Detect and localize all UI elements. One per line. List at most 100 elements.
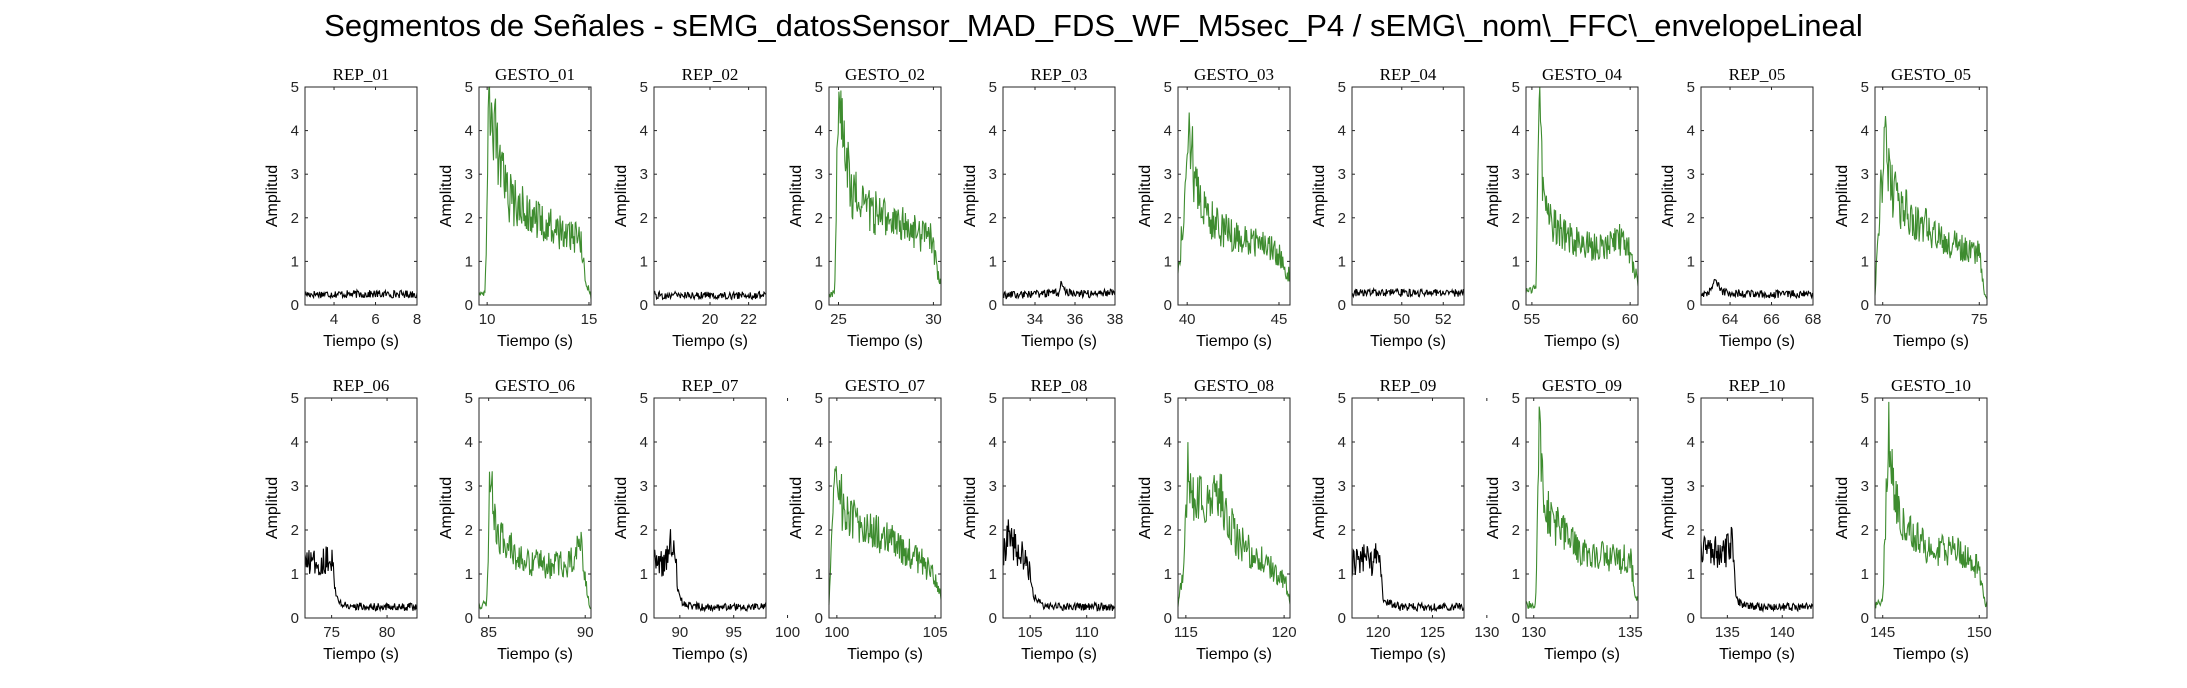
y-tick-label: 2 [815, 522, 823, 539]
axes-box [1351, 86, 1465, 306]
x-axis-label: Tiempo (s) [1021, 646, 1097, 663]
y-tick-label: 4 [989, 434, 997, 451]
y-tick-label: 2 [1164, 210, 1172, 227]
signal-trace-rep [1351, 286, 1465, 299]
y-axis-label: Amplitud [1485, 165, 1502, 227]
signal-trace-rep [304, 546, 418, 613]
signal-trace-rep [1002, 519, 1116, 612]
figure-title: Segmentos de Señales - sEMG_datosSensor_… [324, 8, 1863, 43]
y-tick-label: 2 [465, 522, 473, 539]
y-tick-label: 3 [640, 166, 648, 183]
y-tick-label: 5 [1512, 79, 1520, 96]
x-tick-label: 90 [577, 624, 594, 641]
y-tick-label: 0 [1687, 297, 1695, 314]
y-tick-label: 3 [1861, 166, 1869, 183]
y-tick-label: 3 [1338, 478, 1346, 495]
x-tick-label: 30 [925, 311, 942, 328]
y-tick-label: 1 [1164, 253, 1172, 270]
subplot-rep-01: 0 1 2 3 4 5 4 6 8 REP_01 Tiempo (s) Amplitud [264, 65, 421, 350]
y-tick-label: 3 [1687, 478, 1695, 495]
y-tick-label: 2 [465, 210, 473, 227]
x-axis-label: Tiempo (s) [1370, 333, 1446, 350]
axes-box [1177, 397, 1291, 619]
y-tick-label: 2 [1164, 522, 1172, 539]
y-tick-label: 1 [1338, 566, 1346, 583]
y-tick-label: 1 [1861, 566, 1869, 583]
y-tick-label: 0 [1861, 610, 1869, 627]
x-tick-label: 85 [480, 624, 497, 641]
x-axis-label: Tiempo (s) [1370, 646, 1446, 663]
y-tick-label: 0 [815, 610, 823, 627]
y-tick-label: 3 [1512, 166, 1520, 183]
subplot-rep-06: 0 1 2 3 4 5 75 80 REP_06 Tiempo (s) Amplitud [264, 376, 418, 663]
y-tick-label: 3 [1338, 166, 1346, 183]
y-tick-label: 3 [989, 166, 997, 183]
y-tick-label: 3 [1861, 478, 1869, 495]
x-tick-label: 22 [740, 311, 757, 328]
y-tick-label: 0 [1512, 297, 1520, 314]
subplot-gesto-07: 0 1 2 3 4 5 100 105 GESTO_07 Tiempo (s) Amplitud [788, 376, 948, 663]
y-tick-label: 0 [1338, 297, 1346, 314]
x-tick-label: 20 [702, 311, 719, 328]
y-tick-label: 2 [640, 522, 648, 539]
x-tick-label: 150 [1967, 624, 1992, 641]
y-tick-label: 2 [815, 210, 823, 227]
y-axis-label: Amplitud [613, 165, 630, 227]
subplot-title: REP_04 [1380, 65, 1437, 84]
y-tick-label: 4 [1861, 123, 1869, 140]
x-tick-label: 145 [1870, 624, 1895, 641]
y-tick-label: 3 [465, 478, 473, 495]
y-tick-label: 2 [1338, 210, 1346, 227]
y-tick-label: 1 [465, 253, 473, 270]
y-tick-label: 5 [1338, 79, 1346, 96]
subplot-title: REP_01 [333, 65, 390, 84]
x-tick-label: 40 [1179, 311, 1196, 328]
y-tick-label: 2 [1687, 522, 1695, 539]
x-axis-label: Tiempo (s) [847, 333, 923, 350]
y-tick-label: 0 [1338, 610, 1346, 627]
signal-trace-rep [304, 288, 418, 300]
y-tick-label: 5 [1861, 390, 1869, 407]
axes-box [1874, 86, 1988, 306]
signal-trace-gesto [478, 471, 592, 610]
y-tick-label: 4 [640, 434, 648, 451]
subplot-rep-10: 0 1 2 3 4 5 135 140 REP_10 Tiempo (s) Amplitud [1660, 376, 1814, 663]
y-tick-label: 2 [1512, 210, 1520, 227]
axes-box [653, 397, 767, 619]
y-axis-label: Amplitud [962, 165, 979, 227]
y-tick-label: 4 [815, 434, 823, 451]
x-tick-label: 25 [830, 311, 847, 328]
y-tick-label: 1 [989, 566, 997, 583]
y-tick-label: 3 [1164, 166, 1172, 183]
x-axis-label: Tiempo (s) [323, 646, 399, 663]
y-tick-label: 1 [291, 253, 299, 270]
y-tick-label: 3 [291, 166, 299, 183]
subplot-title: REP_05 [1729, 65, 1786, 84]
y-tick-label: 2 [989, 522, 997, 539]
y-tick-label: 1 [1338, 253, 1346, 270]
x-tick-label: 52 [1435, 311, 1452, 328]
y-axis-label: Amplitud [1485, 477, 1502, 539]
subplot-title: GESTO_03 [1194, 65, 1274, 84]
y-tick-label: 4 [1512, 434, 1520, 451]
y-tick-label: 1 [291, 566, 299, 583]
x-tick-label: 135 [1618, 624, 1643, 641]
y-tick-label: 0 [1164, 297, 1172, 314]
subplot-gesto-10: 0 1 2 3 4 5 145 150 GESTO_10 Tiempo (s) Amplitud [1834, 376, 1992, 663]
x-tick-label: 4 [330, 311, 338, 328]
x-tick-label: 105 [923, 624, 948, 641]
subplot-title: GESTO_05 [1891, 65, 1971, 84]
x-tick-label: 55 [1524, 311, 1541, 328]
x-tick-label: 125 [1420, 624, 1445, 641]
y-axis-label: Amplitud [438, 165, 455, 227]
y-tick-label: 1 [1687, 566, 1695, 583]
y-tick-label: 5 [291, 390, 299, 407]
y-tick-label: 1 [1512, 253, 1520, 270]
y-tick-label: 4 [1338, 434, 1346, 451]
x-axis-label: Tiempo (s) [1893, 646, 1969, 663]
y-tick-label: 0 [640, 297, 648, 314]
axes-box [478, 86, 592, 306]
y-axis-label: Amplitud [962, 477, 979, 539]
signal-trace-gesto [828, 466, 942, 605]
